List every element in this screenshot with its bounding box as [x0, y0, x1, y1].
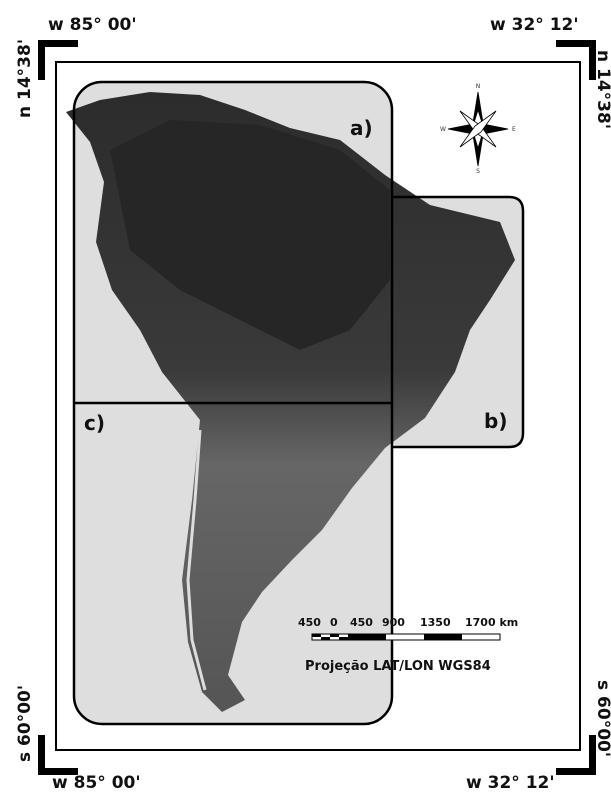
compass-label: S: [476, 168, 480, 175]
coordinate-label: s 60°00': [593, 680, 611, 757]
projection-label: Projeção LAT/LON WGS84: [305, 659, 491, 674]
scale-bar: [311, 633, 501, 641]
region-outlines: [72, 80, 525, 726]
compass-label: W: [440, 126, 446, 133]
scale-label: 450: [298, 616, 321, 629]
scale-label: 900: [382, 616, 405, 629]
compass-label: E: [512, 126, 516, 133]
scale-label: 1700 km: [465, 616, 518, 629]
scale-label: 1350: [420, 616, 451, 629]
coordinate-label: n 14°38': [15, 39, 35, 118]
region-label: a): [350, 116, 373, 140]
compass-label: N: [476, 83, 481, 90]
coordinate-label: s 60°00': [15, 685, 35, 762]
coordinate-label: w 85° 00': [48, 15, 137, 35]
region-label: c): [84, 411, 105, 435]
andes: [186, 429, 207, 691]
region-label: b): [484, 409, 507, 433]
coordinate-label: w 32° 12': [466, 773, 555, 792]
corner-brackets: [38, 40, 596, 775]
amazon: [110, 120, 390, 350]
compass-rose: [447, 91, 509, 167]
coordinate-label: n 14°38': [593, 50, 611, 129]
coordinate-label: w 85° 00': [52, 773, 141, 792]
frame: [55, 61, 581, 751]
coordinate-label: w 32° 12': [490, 15, 579, 35]
scale-label: 450: [350, 616, 373, 629]
scale-label: 0: [330, 616, 338, 629]
